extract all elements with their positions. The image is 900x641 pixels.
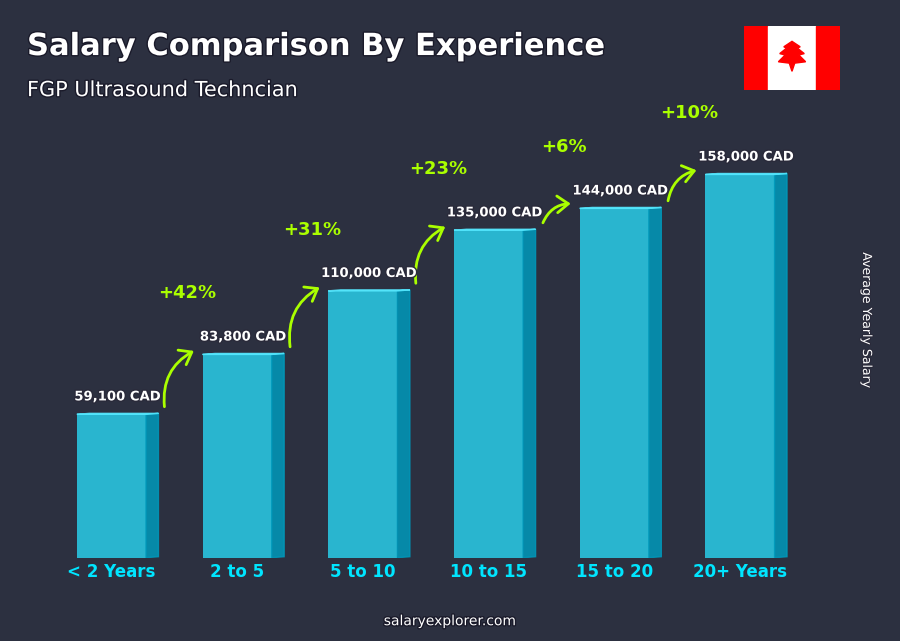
Text: +31%: +31% <box>284 221 342 238</box>
Text: Average Yearly Salary: Average Yearly Salary <box>860 253 873 388</box>
FancyArrowPatch shape <box>668 165 694 201</box>
FancyBboxPatch shape <box>202 354 272 558</box>
Polygon shape <box>523 229 536 558</box>
Polygon shape <box>76 413 158 414</box>
FancyBboxPatch shape <box>328 291 398 558</box>
FancyArrowPatch shape <box>290 287 318 347</box>
Text: 135,000 CAD: 135,000 CAD <box>446 206 543 219</box>
Text: +42%: +42% <box>158 284 216 303</box>
Bar <box>816 26 840 90</box>
Text: 110,000 CAD: 110,000 CAD <box>321 267 417 280</box>
Text: FGP Ultrasound Techncian: FGP Ultrasound Techncian <box>27 80 298 100</box>
FancyArrowPatch shape <box>164 350 192 407</box>
Text: 144,000 CAD: 144,000 CAD <box>572 185 669 197</box>
Polygon shape <box>775 174 787 558</box>
Polygon shape <box>146 413 158 558</box>
Text: +23%: +23% <box>410 160 467 178</box>
Text: salaryexplorer.com: salaryexplorer.com <box>383 614 517 628</box>
FancyBboxPatch shape <box>76 414 146 558</box>
Polygon shape <box>454 229 536 230</box>
Text: 158,000 CAD: 158,000 CAD <box>698 151 794 163</box>
Text: +10%: +10% <box>661 104 719 122</box>
Polygon shape <box>649 208 662 558</box>
Polygon shape <box>328 290 410 291</box>
Polygon shape <box>272 353 284 558</box>
FancyArrowPatch shape <box>543 196 568 223</box>
Bar <box>744 26 768 90</box>
Text: Salary Comparison By Experience: Salary Comparison By Experience <box>27 32 603 61</box>
Polygon shape <box>202 353 284 354</box>
Text: 59,100 CAD: 59,100 CAD <box>75 390 161 403</box>
FancyArrowPatch shape <box>416 226 444 283</box>
Text: 83,800 CAD: 83,800 CAD <box>200 331 287 344</box>
FancyBboxPatch shape <box>454 230 523 558</box>
Text: +6%: +6% <box>541 138 587 156</box>
Polygon shape <box>778 41 806 71</box>
FancyBboxPatch shape <box>706 174 775 558</box>
FancyBboxPatch shape <box>580 208 649 558</box>
Polygon shape <box>398 290 410 558</box>
Bar <box>768 26 816 90</box>
